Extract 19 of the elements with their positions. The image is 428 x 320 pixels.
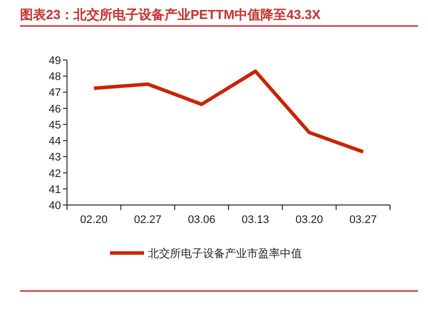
legend: 北交所电子设备产业市盈率中值: [110, 248, 302, 260]
y-tick-label: 48: [48, 71, 61, 84]
y-tick-label: 43: [48, 152, 61, 164]
x-tick-label: 03.27: [349, 214, 377, 226]
y-tick-label: 49: [48, 55, 61, 67]
x-tick-label: 03.13: [242, 214, 270, 226]
x-tick-label: 03.06: [188, 214, 216, 226]
legend-label: 北交所电子设备产业市盈率中值: [148, 247, 302, 260]
y-tick-label: 45: [48, 119, 61, 132]
y-tick-label: 47: [48, 87, 61, 100]
y-tick-label: 40: [48, 200, 61, 212]
x-tick-label: 02.20: [80, 214, 108, 226]
y-tick-label: 44: [48, 136, 61, 148]
x-tick-label: 02.27: [134, 214, 162, 226]
y-tick-label: 42: [48, 168, 61, 180]
y-tick-label: 41: [48, 184, 61, 196]
x-tick-label: 03.20: [295, 214, 324, 226]
title: 图表23：北交所电子设备产业PETTM中值降至43.3X: [20, 7, 320, 22]
y-tick-label: 46: [48, 103, 61, 116]
